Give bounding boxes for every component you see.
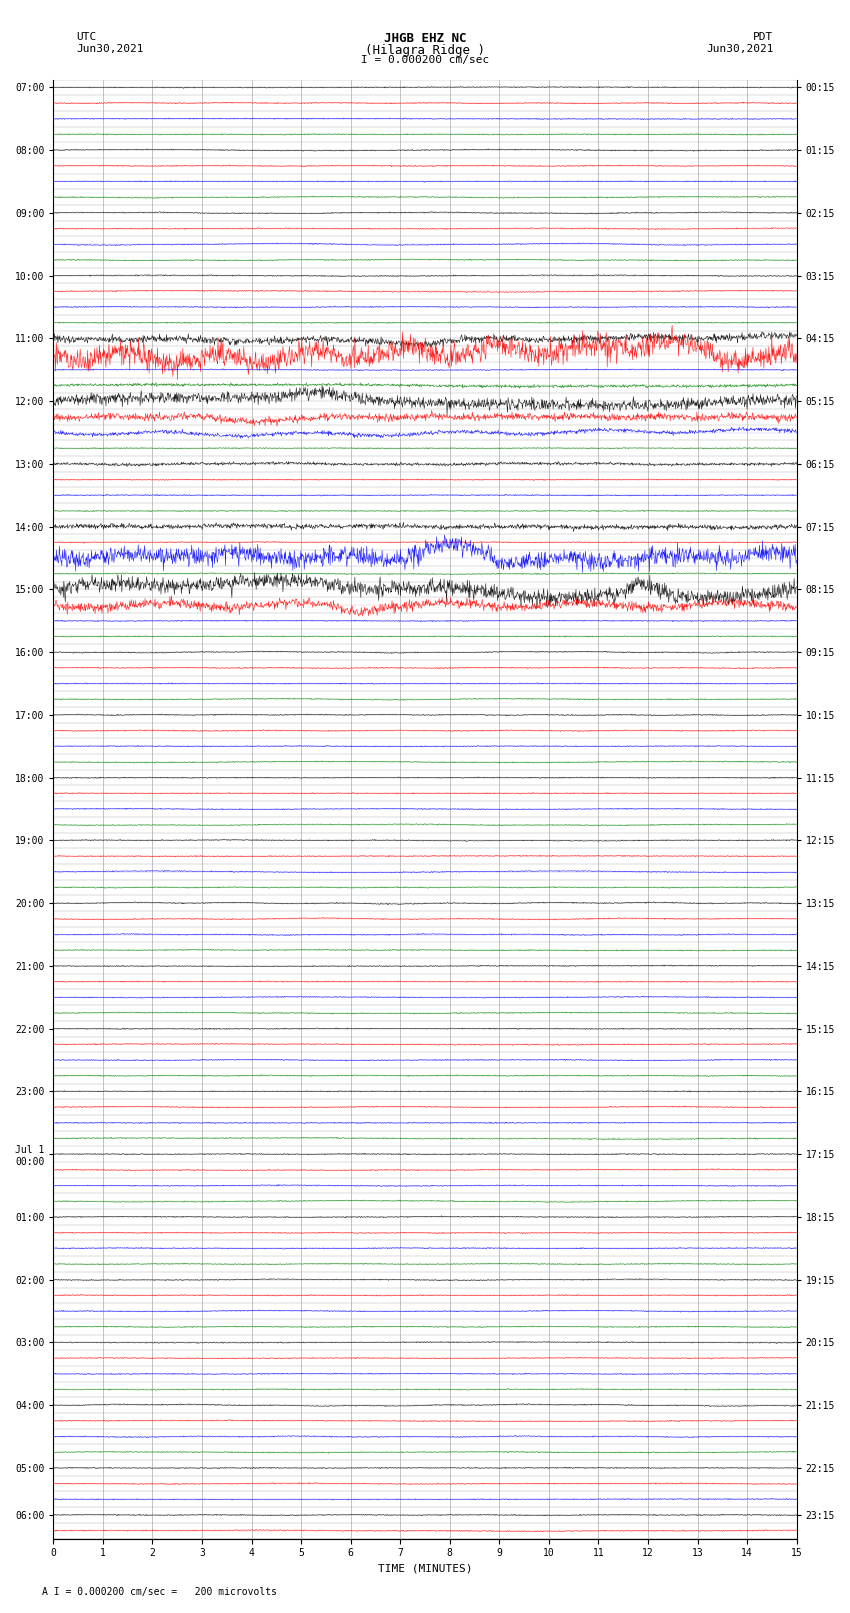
X-axis label: TIME (MINUTES): TIME (MINUTES) — [377, 1565, 473, 1574]
Text: A I = 0.000200 cm/sec =   200 microvolts: A I = 0.000200 cm/sec = 200 microvolts — [42, 1587, 277, 1597]
Text: UTC: UTC — [76, 32, 97, 42]
Text: Jun30,2021: Jun30,2021 — [706, 44, 774, 53]
Text: (Hilagra Ridge ): (Hilagra Ridge ) — [365, 44, 485, 56]
Text: JHGB EHZ NC: JHGB EHZ NC — [383, 32, 467, 45]
Text: I = 0.000200 cm/sec: I = 0.000200 cm/sec — [361, 55, 489, 65]
Text: Jun30,2021: Jun30,2021 — [76, 44, 144, 53]
Text: PDT: PDT — [753, 32, 774, 42]
